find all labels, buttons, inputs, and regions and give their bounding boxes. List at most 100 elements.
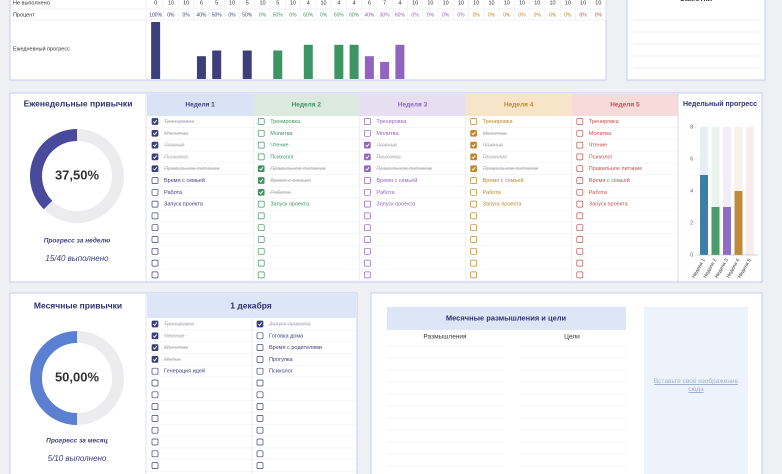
checkbox[interactable] — [256, 379, 264, 387]
checkbox[interactable] — [151, 379, 159, 387]
checkbox[interactable] — [576, 224, 584, 232]
checkbox[interactable] — [257, 129, 265, 137]
checkbox[interactable] — [470, 247, 477, 255]
checkbox[interactable] — [470, 212, 477, 220]
checkbox[interactable] — [576, 118, 584, 125]
checkbox[interactable] — [576, 129, 584, 137]
checkbox[interactable] — [257, 224, 265, 232]
checkbox[interactable] — [256, 462, 264, 469]
checkbox[interactable] — [364, 212, 371, 220]
checkbox[interactable] — [257, 188, 265, 196]
checkbox[interactable] — [257, 271, 265, 279]
checkbox[interactable] — [576, 200, 584, 208]
image-placeholder-hint[interactable]: Вставьте своё изображение сюда — [653, 378, 739, 393]
checkbox[interactable] — [364, 165, 371, 173]
checkbox[interactable] — [151, 426, 159, 434]
checkbox[interactable] — [576, 236, 584, 243]
checkbox[interactable] — [364, 129, 371, 137]
checkbox[interactable] — [257, 118, 265, 125]
image-placeholder[interactable] — [644, 307, 748, 474]
checkbox[interactable] — [256, 320, 264, 328]
checkbox[interactable] — [151, 129, 159, 137]
checkbox[interactable] — [470, 177, 477, 184]
checkbox[interactable] — [151, 403, 159, 410]
checkbox[interactable] — [257, 165, 265, 173]
checkbox[interactable] — [470, 200, 477, 208]
checkbox[interactable] — [364, 153, 371, 161]
not-done-count: 10 — [427, 0, 433, 6]
checkbox[interactable] — [470, 153, 477, 161]
checkbox[interactable] — [470, 236, 477, 243]
checkbox[interactable] — [151, 259, 159, 267]
checkbox[interactable] — [151, 450, 159, 458]
checkbox[interactable] — [576, 165, 584, 173]
checkbox[interactable] — [257, 247, 265, 255]
checkbox[interactable] — [256, 356, 264, 363]
checkbox[interactable] — [151, 224, 159, 232]
checkbox[interactable] — [256, 344, 264, 351]
checkbox[interactable] — [256, 391, 264, 399]
checkbox[interactable] — [151, 165, 159, 173]
checkbox[interactable] — [256, 415, 264, 422]
checkbox[interactable] — [151, 391, 159, 399]
checkbox[interactable] — [256, 332, 264, 340]
checkbox[interactable] — [151, 153, 159, 161]
checkbox[interactable] — [576, 177, 584, 184]
checkbox[interactable] — [151, 236, 159, 243]
checkbox[interactable] — [364, 236, 371, 243]
checkbox[interactable] — [576, 212, 584, 220]
checkbox[interactable] — [257, 177, 265, 184]
checkbox[interactable] — [151, 247, 159, 255]
checkbox[interactable] — [257, 236, 265, 243]
checkbox[interactable] — [151, 177, 159, 184]
checkbox[interactable] — [470, 259, 477, 267]
checkbox[interactable] — [470, 224, 477, 232]
checkbox[interactable] — [256, 367, 264, 375]
checkbox[interactable] — [576, 141, 584, 149]
checkbox[interactable] — [576, 188, 584, 196]
checkbox[interactable] — [576, 247, 584, 255]
checkbox[interactable] — [364, 118, 371, 125]
checkbox[interactable] — [151, 271, 159, 279]
checkbox[interactable] — [470, 271, 477, 279]
checkbox[interactable] — [151, 415, 159, 422]
checkbox[interactable] — [151, 356, 159, 363]
checkbox[interactable] — [364, 177, 371, 184]
checkbox[interactable] — [256, 450, 264, 458]
checkbox[interactable] — [576, 153, 584, 161]
checkbox[interactable] — [257, 259, 265, 267]
checkbox[interactable] — [151, 438, 159, 446]
checkbox[interactable] — [470, 165, 477, 173]
checkbox[interactable] — [256, 403, 264, 410]
checkbox[interactable] — [151, 141, 159, 149]
checkbox[interactable] — [257, 153, 265, 161]
checkbox[interactable] — [151, 332, 159, 340]
checkbox[interactable] — [151, 212, 159, 220]
checkbox[interactable] — [257, 141, 265, 149]
checkbox[interactable] — [151, 344, 159, 351]
checkbox[interactable] — [151, 320, 159, 328]
checkbox[interactable] — [576, 271, 584, 279]
checkbox[interactable] — [364, 141, 371, 149]
checkbox[interactable] — [151, 462, 159, 469]
checkbox[interactable] — [257, 200, 265, 208]
checkbox[interactable] — [151, 200, 159, 208]
checkbox[interactable] — [364, 259, 371, 267]
checkbox[interactable] — [364, 188, 371, 196]
checkbox[interactable] — [470, 118, 477, 125]
checkbox[interactable] — [364, 271, 371, 279]
checkbox[interactable] — [256, 438, 264, 446]
checkbox[interactable] — [364, 200, 371, 208]
checkbox[interactable] — [151, 188, 159, 196]
checkbox[interactable] — [470, 129, 477, 137]
checkbox[interactable] — [470, 188, 477, 196]
checkbox[interactable] — [576, 259, 584, 267]
checkbox[interactable] — [151, 367, 159, 375]
checkbox[interactable] — [256, 426, 264, 434]
checkbox[interactable] — [364, 224, 371, 232]
checkbox[interactable] — [470, 141, 477, 149]
checkbox[interactable] — [364, 247, 371, 255]
checkbox[interactable] — [257, 212, 265, 220]
checkbox[interactable] — [151, 118, 159, 125]
not-done-count: 10 — [183, 0, 189, 6]
